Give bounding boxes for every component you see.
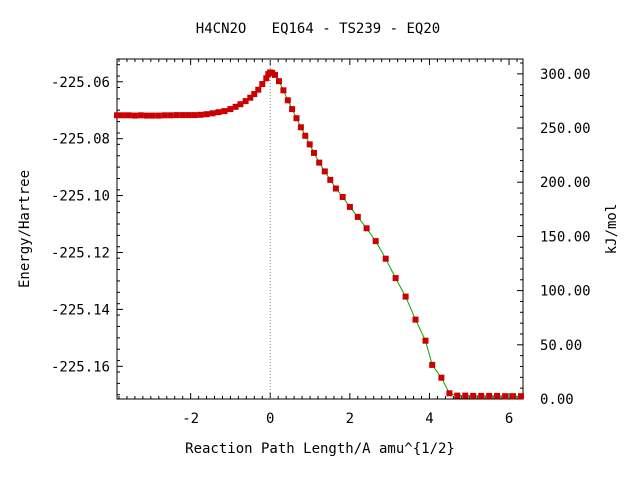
data-point	[137, 112, 144, 119]
data-point	[339, 194, 346, 200]
data-point	[346, 203, 353, 210]
data-point	[149, 112, 156, 119]
data-point	[232, 103, 239, 110]
data-point	[263, 75, 270, 82]
data-point	[321, 168, 328, 175]
data-point	[197, 111, 204, 118]
data-point	[167, 112, 174, 119]
y-axis-label: Energy/Hartree	[17, 170, 33, 288]
y-tick-label: -225.08	[51, 132, 110, 148]
data-point	[221, 108, 228, 115]
x-tick-label: -2	[182, 411, 199, 427]
data-point	[510, 393, 516, 400]
data-point	[114, 112, 120, 119]
data-point	[486, 392, 493, 399]
data-point	[280, 87, 287, 94]
data-point	[462, 392, 469, 399]
y-tick-label: -225.12	[51, 245, 110, 261]
data-point	[327, 176, 334, 183]
x-tick-label: 2	[346, 411, 354, 427]
y2-tick-label: 150.00	[540, 229, 591, 245]
data-point	[470, 392, 477, 399]
data-point	[372, 238, 379, 245]
y-tick-label: -225.06	[51, 75, 110, 91]
data-point	[438, 374, 445, 381]
data-point	[302, 132, 309, 139]
y2-tick-label: 50.00	[540, 338, 582, 354]
data-point	[120, 112, 126, 119]
data-point	[454, 392, 461, 399]
data-point	[289, 106, 296, 113]
data-point	[125, 112, 132, 119]
data-point	[276, 78, 282, 85]
y2-tick-label: 300.00	[540, 67, 591, 83]
data-point	[247, 94, 254, 101]
data-point	[494, 392, 501, 399]
data-point	[354, 213, 361, 220]
data-point	[478, 392, 485, 399]
x-axis-label: Reaction Path Length/A amu^{1/2}	[185, 441, 455, 457]
data-point	[363, 225, 370, 232]
data-point	[402, 293, 409, 300]
data-point	[293, 115, 300, 122]
data-point	[185, 112, 192, 119]
data-point	[412, 316, 419, 323]
data-point	[203, 111, 210, 118]
data-point	[297, 124, 304, 131]
axes: -2 0 2 4 6 -225.06 -225.08 -225.10 -225.12 -225.1…	[51, 58, 591, 427]
y-tick-label: -225.16	[51, 359, 110, 375]
data-series	[114, 69, 524, 400]
y2-tick-label: 200.00	[540, 175, 591, 191]
data-point	[306, 141, 313, 148]
data-point	[422, 337, 429, 344]
data-point	[131, 112, 138, 119]
data-point	[259, 81, 266, 87]
chart-title: H4CN2O EQ164 - TS239 - EQ20	[196, 21, 440, 37]
data-point	[191, 112, 198, 119]
y2-tick-label: 100.00	[540, 284, 591, 300]
data-point	[173, 112, 180, 119]
data-point	[155, 112, 162, 119]
data-point	[446, 390, 453, 397]
y2-axis-label: kJ/mol	[604, 204, 620, 255]
data-point	[143, 112, 150, 119]
y2-tick-label: 250.00	[540, 121, 591, 137]
data-point	[518, 393, 524, 400]
data-point	[251, 91, 258, 97]
data-point	[215, 109, 222, 116]
plot-frame	[116, 58, 524, 400]
data-point	[227, 106, 234, 113]
data-point	[332, 185, 339, 192]
x-tick-label: 4	[425, 411, 433, 427]
data-point	[237, 101, 244, 108]
data-point	[502, 393, 509, 400]
data-point	[209, 110, 216, 117]
data-point	[179, 112, 186, 119]
y-tick-label: -225.14	[51, 302, 110, 318]
data-point	[311, 149, 317, 156]
data-point	[316, 159, 323, 166]
x-tick-label: 6	[505, 411, 513, 427]
data-point	[382, 255, 389, 262]
data-point	[272, 71, 278, 78]
data-point	[255, 86, 262, 93]
data-point	[392, 275, 399, 282]
y2-tick-label: 0.00	[540, 392, 574, 408]
x-tick-label: 0	[266, 411, 274, 427]
y-tick-label: -225.10	[51, 189, 110, 205]
data-point	[429, 361, 436, 368]
data-point	[161, 112, 168, 119]
data-point	[242, 98, 249, 105]
data-point	[284, 97, 291, 104]
energy-curve	[117, 71, 521, 397]
